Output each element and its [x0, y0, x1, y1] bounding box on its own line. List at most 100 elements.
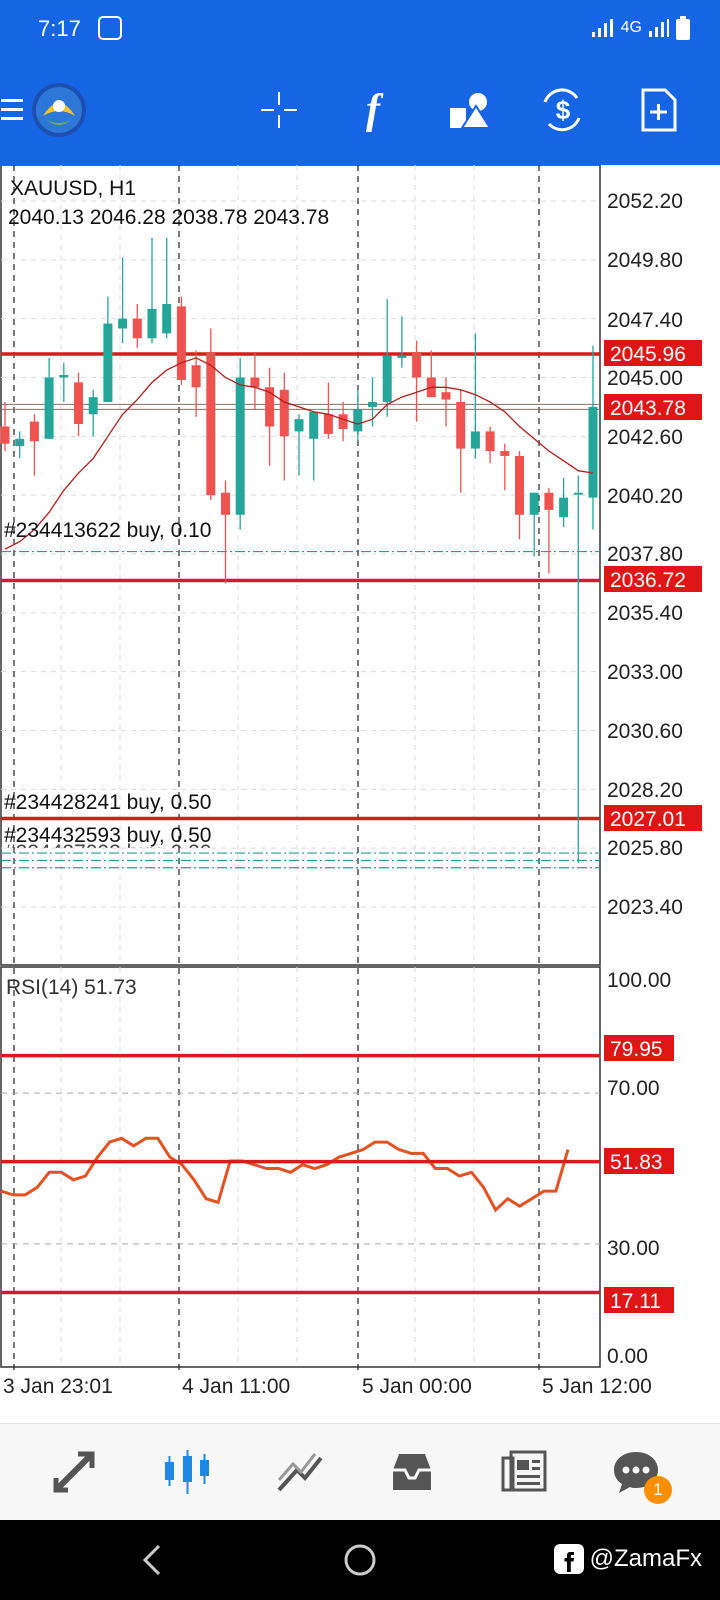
- candle-body: [132, 318, 142, 339]
- candle-body: [559, 497, 569, 518]
- level-tag: 2036.72: [610, 569, 686, 592]
- price-label: 2025.80: [607, 837, 683, 860]
- level-tag-bg: [604, 805, 702, 831]
- rsi-level-tag: 51.83: [610, 1151, 663, 1174]
- metatrader-logo[interactable]: [31, 82, 87, 138]
- rsi-scale-label: 100.00: [607, 969, 671, 992]
- candle-body: [485, 431, 495, 452]
- candle-body: [382, 355, 392, 403]
- rsi-level-tag-bg: [604, 1148, 674, 1174]
- time-label: 3 Jan 23:01: [3, 1375, 113, 1398]
- screen-record-icon: [98, 16, 122, 40]
- signal-icon: [591, 19, 613, 37]
- history-icon[interactable]: [382, 1442, 442, 1502]
- candle-body: [338, 414, 348, 429]
- trade-icon[interactable]: $: [535, 82, 591, 138]
- news-icon[interactable]: [494, 1442, 554, 1502]
- data-signal-icon: [649, 19, 669, 37]
- candle-body: [456, 402, 466, 449]
- candle-body: [412, 352, 422, 378]
- candle-body: [470, 431, 480, 449]
- level-tag-bg: [604, 394, 702, 420]
- rsi-level-tag-bg: [604, 1287, 674, 1313]
- status-time: 7:17: [38, 16, 81, 41]
- time-label: 5 Jan 00:00: [362, 1375, 472, 1398]
- candle-body: [294, 419, 304, 432]
- price-chart[interactable]: 2052.20 2049.80 2047.40 2045.00 2042.60 …: [0, 165, 720, 1423]
- level-tag: 2027.01: [610, 808, 686, 831]
- watermark-text: @ZamaFx: [589, 1545, 702, 1572]
- candle-body: [368, 402, 377, 407]
- battery-icon: [676, 16, 690, 40]
- candle-body: [0, 426, 10, 444]
- order-label[interactable]: #234413622 buy, 0.10: [4, 519, 211, 542]
- quotes-icon[interactable]: [45, 1442, 105, 1502]
- candle-body: [573, 492, 583, 495]
- rsi-label: RSI(14) 51.73: [6, 976, 137, 999]
- indicators-icon[interactable]: f: [345, 82, 401, 138]
- candle-body: [176, 306, 186, 380]
- candle-body: [353, 409, 363, 432]
- indicators-glyph: f: [366, 87, 380, 133]
- rsi-scale-label: 70.00: [607, 1077, 660, 1100]
- toolbar: f $: [0, 60, 720, 165]
- chart-icon[interactable]: [157, 1442, 217, 1502]
- crosshair-icon[interactable]: [251, 82, 307, 138]
- candle-body: [118, 318, 128, 329]
- candle-body: [74, 382, 83, 425]
- candle-body: [250, 377, 260, 388]
- candle-body: [147, 308, 157, 339]
- candle-body: [59, 375, 69, 378]
- candle-body: [235, 377, 245, 515]
- order-label[interactable]: #234432593 buy, 0.50: [4, 824, 211, 847]
- rsi-level-tag: 17.11: [610, 1290, 661, 1313]
- time-label: 5 Jan 12:00: [542, 1375, 652, 1398]
- chart-area[interactable]: 2052.20 2049.80 2047.40 2045.00 2042.60 …: [0, 165, 720, 1423]
- time-label: 4 Jan 11:00: [182, 1375, 290, 1398]
- candle-body: [44, 377, 54, 439]
- price-label: 2035.40: [607, 602, 683, 625]
- candle-body: [500, 451, 510, 456]
- candle-body: [515, 455, 524, 515]
- candle-body: [162, 303, 172, 334]
- rsi-scale-label: 0.00: [607, 1345, 648, 1368]
- price-label: 2037.80: [607, 543, 683, 566]
- price-label: 2045.00: [607, 367, 683, 390]
- bottom-nav: 1: [0, 1423, 720, 1521]
- price-label: 2047.40: [607, 309, 683, 332]
- level-tag-bg: [604, 340, 702, 366]
- back-icon[interactable]: [128, 1538, 178, 1582]
- candle-body: [529, 492, 539, 515]
- price-label: 2040.20: [607, 485, 683, 508]
- rsi-level-tag: 79.95: [610, 1038, 663, 1061]
- price-label: 2033.00: [607, 661, 683, 684]
- price-label: 2023.40: [607, 896, 683, 919]
- facebook-icon: [553, 1544, 584, 1574]
- price-label: 2052.20: [607, 190, 683, 213]
- messages-icon[interactable]: 1: [606, 1442, 672, 1504]
- messages-badge: 1: [644, 1476, 672, 1504]
- candle-body: [441, 392, 451, 400]
- new-order-icon[interactable]: [631, 82, 687, 138]
- trade-icon[interactable]: [270, 1442, 330, 1502]
- candle-body: [323, 414, 333, 434]
- order-label[interactable]: #234428241 buy, 0.50: [4, 791, 211, 814]
- level-tag: 2045.96: [610, 343, 686, 366]
- candle-body: [588, 406, 598, 498]
- level-tag: 2043.78: [610, 397, 686, 420]
- price-label: 2030.60: [607, 720, 683, 743]
- menu-icon[interactable]: [0, 82, 44, 138]
- symbol-label: XAUUSD, H1: [10, 177, 136, 200]
- candle-body: [221, 492, 230, 515]
- level-tag-bg: [604, 566, 702, 592]
- rsi-scale-label: 30.00: [607, 1237, 660, 1260]
- objects-icon[interactable]: [442, 82, 498, 138]
- home-icon[interactable]: [335, 1538, 385, 1582]
- candle-body: [15, 438, 25, 447]
- price-label: 2049.80: [607, 249, 683, 272]
- price-label: 2028.20: [607, 779, 683, 802]
- svg-text:$: $: [556, 95, 571, 125]
- candle-body: [544, 492, 554, 510]
- watermark: @ZamaFx: [553, 1544, 702, 1574]
- candle-body: [88, 397, 98, 415]
